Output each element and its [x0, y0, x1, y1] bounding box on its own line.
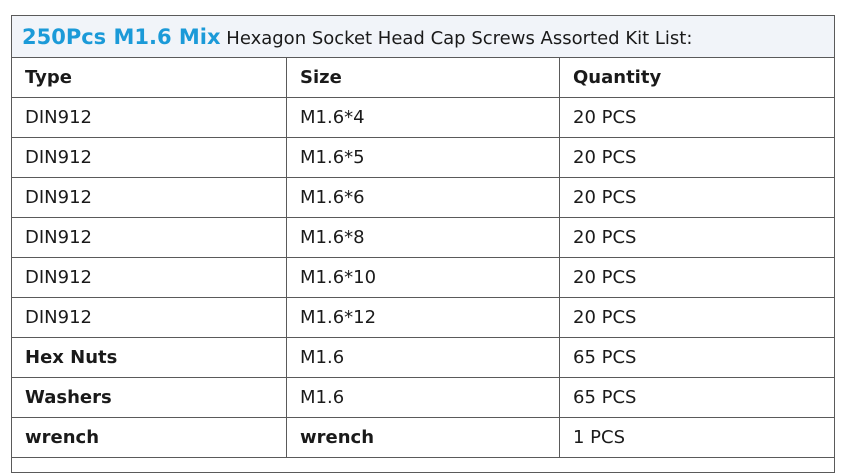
table-cell: M1.6: [286, 377, 560, 418]
table-cell: M1.6*8: [286, 217, 560, 258]
table-cell: M1.6*5: [286, 137, 560, 178]
title-highlight: 250Pcs M1.6 Mix: [22, 24, 221, 49]
table-cell: M1.6*10: [286, 257, 560, 298]
table-cell: 20 PCS: [558, 217, 836, 258]
table-row: Hex Nuts M1.6 65 PCS: [11, 337, 836, 378]
table-row: DIN912 M1.6*8 20 PCS: [11, 217, 836, 258]
title-text: Hexagon Socket Head Cap Screws Assorted …: [226, 27, 693, 49]
table-cell: M1.6*4: [286, 97, 560, 138]
table-cell: DIN912: [11, 217, 287, 258]
empty-row: [10, 457, 836, 473]
table-cell: DIN912: [11, 137, 287, 178]
table-row: DIN912 M1.6*12 20 PCS: [11, 297, 836, 338]
header-row: Type Size Quantity: [11, 57, 836, 98]
table-cell: 20 PCS: [558, 257, 836, 298]
table-row: wrench wrench 1 PCS: [11, 417, 836, 458]
table-cell: DIN912: [11, 177, 287, 218]
table-cell: wrench: [286, 417, 560, 458]
header-cell: Size: [286, 57, 560, 98]
table-row: DIN912 M1.6*10 20 PCS: [11, 257, 836, 298]
table-cell: DIN912: [11, 97, 287, 138]
table-cell: 65 PCS: [558, 377, 836, 418]
table-cell: M1.6*12: [286, 297, 560, 338]
table-cell: 1 PCS: [558, 417, 836, 458]
table-cell: wrench: [11, 417, 287, 458]
table-cell: Washers: [11, 377, 287, 418]
empty-cell: [10, 457, 836, 473]
kit-table: 250Pcs M1.6 Mix Hexagon Socket Head Cap …: [10, 15, 836, 473]
table-cell: Hex Nuts: [11, 337, 287, 378]
header-cell: Quantity: [558, 57, 836, 98]
table-cell: M1.6*6: [286, 177, 560, 218]
table-row: DIN912 M1.6*4 20 PCS: [11, 97, 836, 138]
table-cell: 20 PCS: [558, 177, 836, 218]
header-cell: Type: [11, 57, 287, 98]
table-row: Washers M1.6 65 PCS: [11, 377, 836, 418]
table-row: DIN912 M1.6*5 20 PCS: [11, 137, 836, 178]
title-row: 250Pcs M1.6 Mix Hexagon Socket Head Cap …: [10, 15, 836, 58]
table-cell: DIN912: [11, 297, 287, 338]
table-cell: M1.6: [286, 337, 560, 378]
table-cell: 20 PCS: [558, 137, 836, 178]
title-cell: 250Pcs M1.6 Mix Hexagon Socket Head Cap …: [10, 15, 836, 58]
table-cell: 20 PCS: [558, 97, 836, 138]
kit-list: 250Pcs M1.6 Mix Hexagon Socket Head Cap …: [10, 15, 836, 473]
table-cell: 65 PCS: [558, 337, 836, 378]
table-row: DIN912 M1.6*6 20 PCS: [11, 177, 836, 218]
table-cell: 20 PCS: [558, 297, 836, 338]
table-cell: DIN912: [11, 257, 287, 298]
